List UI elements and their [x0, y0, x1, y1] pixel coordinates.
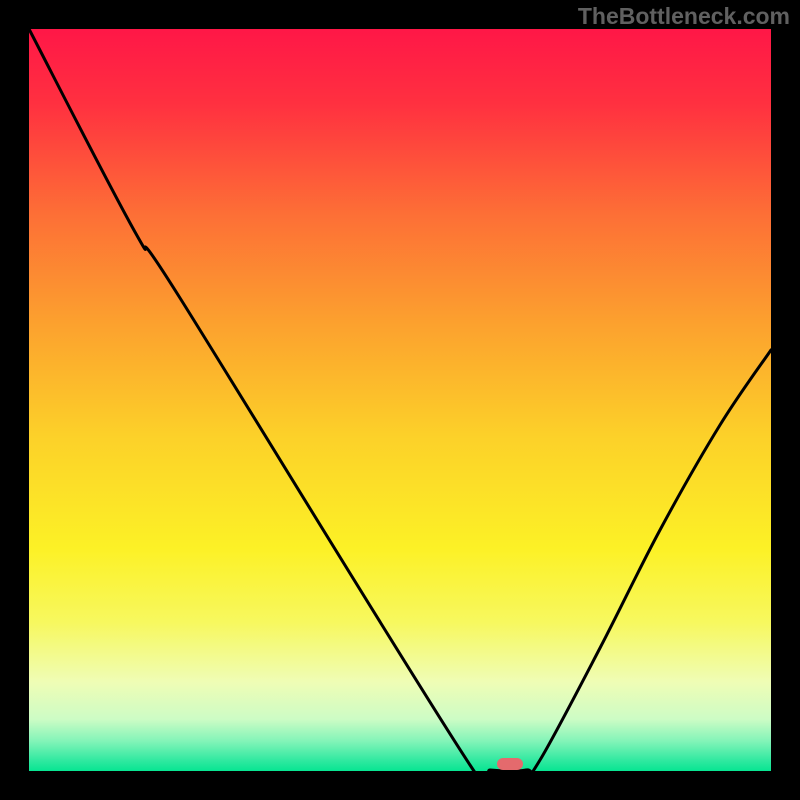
bottleneck-chart	[0, 0, 800, 800]
optimal-marker	[497, 758, 523, 770]
chart-container: { "watermark": { "text": "TheBottleneck.…	[0, 0, 800, 800]
watermark-text: TheBottleneck.com	[578, 3, 790, 30]
